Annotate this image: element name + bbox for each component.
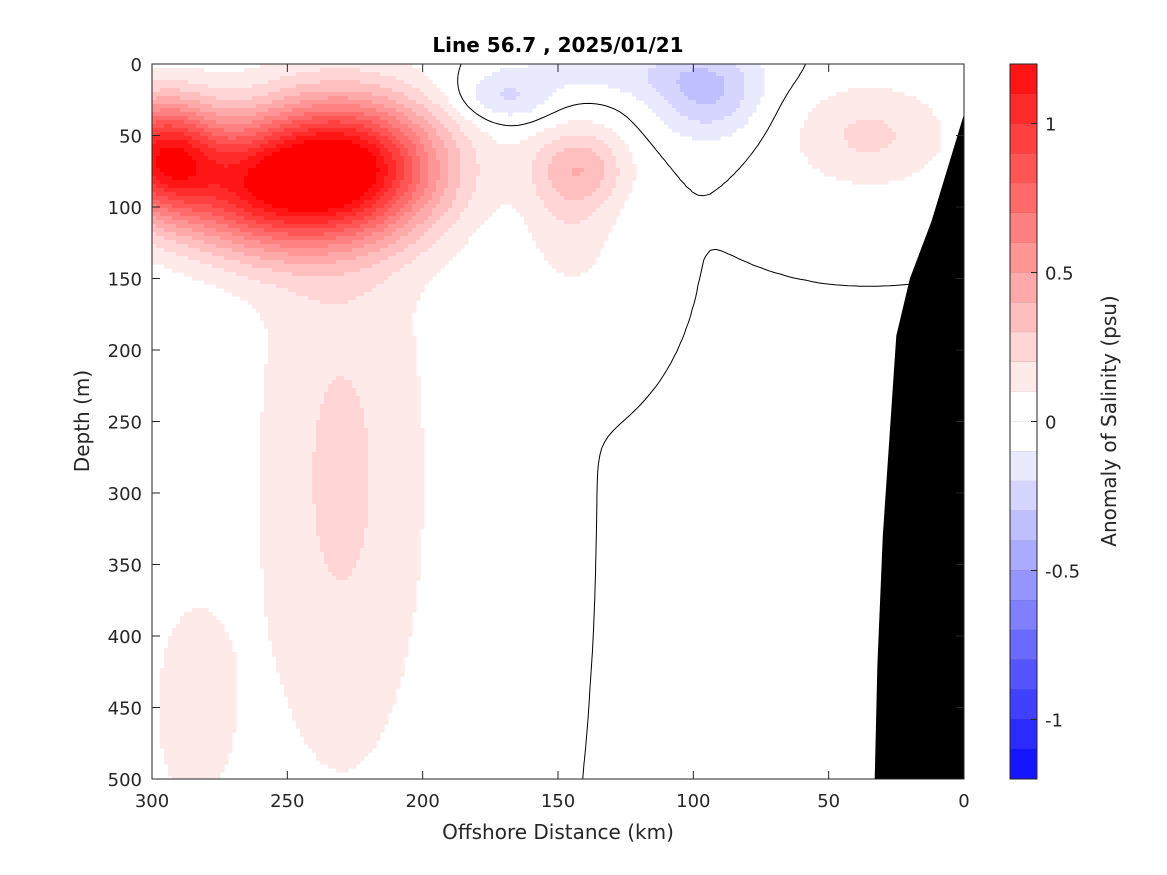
colorbar-bin — [1010, 242, 1037, 274]
colorbar-tick-label: -0.5 — [1045, 561, 1080, 582]
colorbar-bin — [1010, 659, 1037, 691]
colorbar-bin — [1010, 123, 1037, 154]
zero-contour-line — [457, 64, 964, 779]
y-axis-label: Depth (m) — [70, 370, 94, 472]
colorbar-bin — [1010, 93, 1037, 125]
colorbar-bin — [1010, 64, 1037, 95]
x-tick-label: 150 — [541, 791, 575, 812]
y-tick-label: 50 — [119, 127, 142, 148]
colorbar: 1 0.5 0 -0.5 -1 — [1009, 63, 1080, 780]
y-tick-label: 200 — [108, 341, 142, 362]
colorbar-tick-label: 1 — [1045, 115, 1056, 136]
zero-contour-layer — [457, 64, 964, 779]
colorbar-bin — [1010, 272, 1037, 303]
colorbar-label: Anomaly of Salinity (psu) — [1097, 295, 1121, 546]
x-axis-label: Offshore Distance (km) — [442, 820, 674, 844]
plot-area — [152, 64, 964, 779]
y-tick-label: 300 — [108, 484, 142, 505]
colorbar-bin — [1010, 749, 1037, 780]
colorbar-bin — [1010, 510, 1037, 542]
colorbar-bin — [1010, 302, 1037, 333]
colorbar-bin — [1010, 719, 1037, 750]
colorbar-bin — [1010, 391, 1037, 422]
x-tick-label: 200 — [405, 791, 439, 812]
y-tick-label: 400 — [108, 627, 142, 648]
colorbar-bin — [1010, 600, 1037, 631]
x-tick-label: 300 — [135, 791, 169, 812]
chart-title: Line 56.7 , 2025/01/21 — [432, 33, 683, 57]
colorbar-bin — [1010, 183, 1037, 214]
colorbar-bin — [1010, 421, 1037, 452]
y-tick-label: 0 — [131, 55, 142, 76]
y-tick-label: 150 — [108, 270, 142, 291]
colorbar-bin — [1010, 689, 1037, 720]
colorbar-bin — [1010, 212, 1037, 244]
y-tick-label: 450 — [108, 699, 142, 720]
bathymetry-fill — [874, 114, 964, 779]
x-tick-label: 50 — [817, 791, 840, 812]
colorbar-bin — [1010, 153, 1037, 184]
colorbar-bin — [1010, 630, 1037, 661]
y-tick-label: 100 — [108, 198, 142, 219]
colorbar-bin — [1010, 361, 1037, 393]
colorbar-bin — [1010, 451, 1037, 482]
x-tick-label: 100 — [676, 791, 710, 812]
colorbar-bin — [1010, 332, 1037, 363]
y-tick-label: 250 — [108, 413, 142, 434]
colorbar-bin — [1010, 570, 1037, 601]
colorbar-tick-label: 0.5 — [1045, 264, 1074, 285]
x-axis: 300 250 200 150 100 50 0 — [135, 64, 970, 812]
x-tick-label: 250 — [270, 791, 304, 812]
colorbar-tick-label: -1 — [1045, 710, 1063, 731]
x-tick-label: 0 — [958, 791, 969, 812]
y-tick-label: 500 — [108, 770, 142, 791]
colorbar-bin — [1010, 481, 1037, 512]
colorbar-bin — [1010, 540, 1037, 571]
y-tick-label: 350 — [108, 556, 142, 577]
colorbar-tick-label: 0 — [1045, 413, 1056, 434]
anomaly-fill-layer — [152, 64, 941, 779]
y-axis: 0 50 100 150 200 250 300 350 400 450 500 — [108, 55, 964, 791]
